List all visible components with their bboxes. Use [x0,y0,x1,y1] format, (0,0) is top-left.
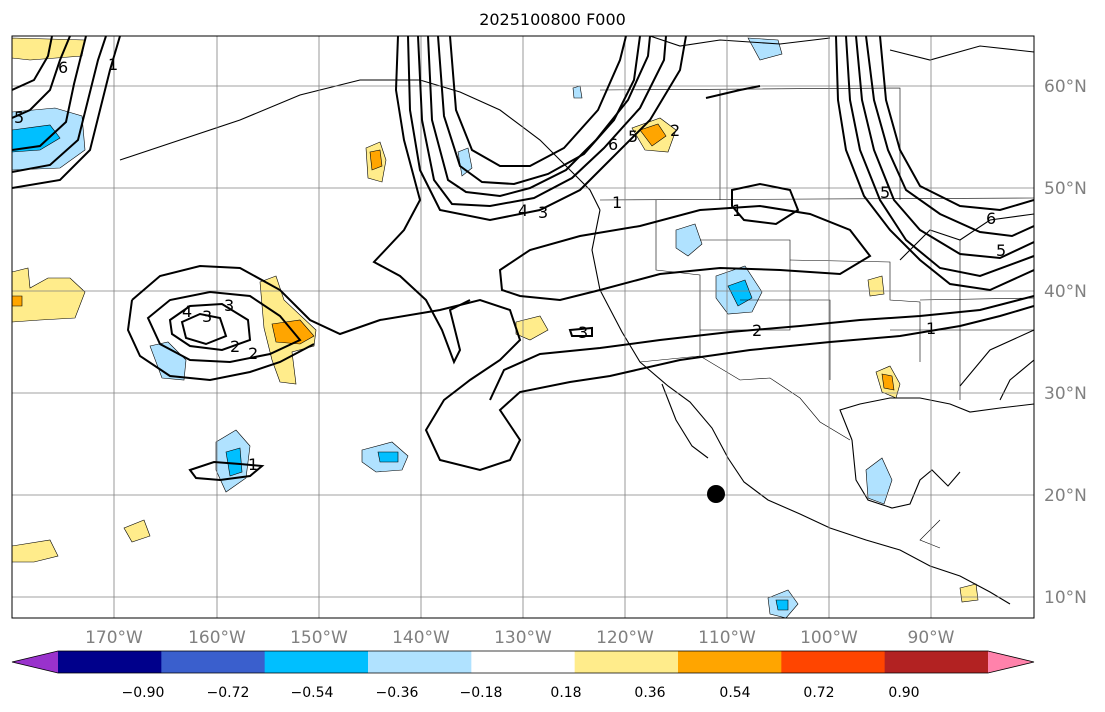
colorbar-ticks: −0.90 −0.72 −0.54 −0.36 −0.18 0.18 0.36 … [122,685,920,701]
lon-label: 100°W [800,628,858,648]
location-marker [707,485,725,503]
colorbar-outline [11,650,1035,674]
positive-anomaly-core [881,373,895,391]
longitude-labels: 170°W 160°W 150°W 140°W 130°W 120°W 110°… [85,628,955,648]
colorbar-extend-low [12,651,58,673]
positive-anomaly-area [515,315,549,341]
colorbar-tick: 0.36 [634,685,665,701]
colorbar-swatch [161,651,266,673]
colorbar-extend-high [988,651,1034,673]
colorbar-tick: 0.90 [888,685,919,701]
contour-label: 3 [224,296,234,315]
colorbar-swatch [264,651,369,673]
colorbar-swatch [884,651,989,673]
positive-anomaly-core [12,295,23,307]
lat-label: 10°N [1044,588,1087,608]
negative-anomaly-core [225,447,243,477]
contour-lines [12,36,1034,482]
contour-label: 5 [996,241,1006,260]
contour-labels: 6 5 3 4 3 2 2 4 3 1 6 5 2 1 5 6 5 1 2 3 … [14,55,1006,474]
lon-label: 150°W [290,628,348,648]
contour-label: 3 [538,203,548,222]
colorbar-tick: −0.54 [291,685,334,701]
colorbar-swatch [368,651,472,673]
colorbar-tick: −0.72 [207,685,250,701]
positive-anomaly-area [12,267,86,323]
negative-anomaly-area [865,457,893,505]
contour-label: 1 [248,455,258,474]
colorbar [11,650,1035,674]
negative-anomaly-area [572,85,583,99]
contour-label: 6 [986,209,996,228]
latitude-labels: 60°N 50°N 40°N 30°N 20°N 10°N [1044,77,1087,608]
positive-anomaly-area [123,519,151,543]
graticule [12,36,1034,618]
lon-label: 170°W [85,628,143,648]
contour-label: 2 [248,344,258,363]
negative-anomaly-core [727,279,753,307]
colorbar-tick: 0.54 [719,685,750,701]
map-plot-area: 6 5 3 4 3 2 2 4 3 1 6 5 2 1 5 6 5 1 2 3 … [12,36,1034,618]
map-frame [11,35,1035,619]
negative-anomaly-core [377,451,399,463]
negative-anomaly-core [775,599,789,611]
negative-anomaly-core [12,124,61,153]
contour-label: 2 [752,321,762,340]
contour-label: 4 [182,302,192,321]
contour-label: 5 [14,108,24,127]
colorbar-tick: −0.36 [376,685,419,701]
contour-label: 6 [608,135,618,154]
contour-label: 2 [670,121,680,140]
lon-label: 140°W [392,628,450,648]
contour-label: 4 [518,201,528,220]
contour-label: 6 [58,58,68,77]
lon-label: 160°W [188,628,246,648]
contour-label: 5 [628,127,638,146]
contour-label: 1 [732,201,742,220]
positive-anomaly-area [12,539,59,563]
colorbar-tick: −0.18 [460,685,503,701]
colorbar-swatch [678,651,782,673]
contour-label: 2 [230,337,240,356]
lon-label: 110°W [698,628,756,648]
contour-label: 1 [108,55,118,74]
lat-label: 60°N [1044,77,1087,97]
colorbar-swatch [574,651,679,673]
positive-anomaly-core [639,123,667,147]
lat-label: 30°N [1044,384,1087,404]
colorbar-tick: −0.90 [122,685,165,701]
colorbar-swatch [58,651,162,673]
contour-label: 1 [926,319,936,338]
negative-anomaly-area [149,341,187,381]
positive-anomaly-core [369,149,383,171]
lon-label: 130°W [494,628,552,648]
anomaly-fills [12,37,979,618]
lat-label: 50°N [1044,179,1087,199]
map-title: 2025100800 F000 [479,10,626,29]
coastlines [119,36,1034,605]
colorbar-tick: 0.18 [550,685,581,701]
negative-anomaly-area [457,147,473,177]
colorbar-swatch [781,651,886,673]
colorbar-tick: 0.72 [803,685,834,701]
colorbar-swatch [471,651,576,673]
lon-label: 120°W [596,628,654,648]
negative-anomaly-area [675,223,703,257]
lat-label: 40°N [1044,282,1087,302]
lon-label: 90°W [908,628,955,648]
contour-label: 5 [880,183,890,202]
contour-label: 3 [578,323,588,342]
contour-label: 1 [612,193,622,212]
contour-label: 3 [202,307,212,326]
lat-label: 20°N [1044,486,1087,506]
